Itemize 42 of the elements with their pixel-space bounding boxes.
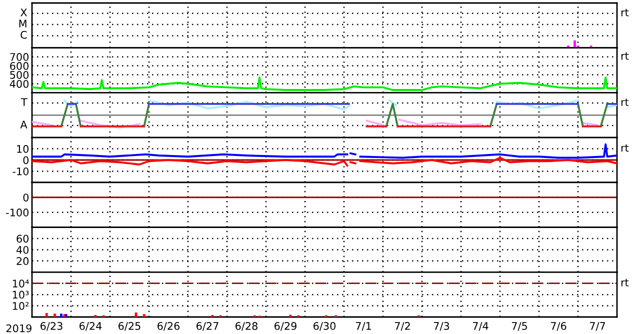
x-tick-label: 6/30 (314, 322, 336, 331)
x-tick-label: 6/26 (158, 322, 180, 331)
x-tick-label: 6/23 (40, 322, 62, 331)
x-tick-label: 6/27 (196, 322, 218, 331)
y-tick-label: 400 (10, 80, 29, 88)
text: 2019 (6, 324, 32, 332)
y-tick-label: 40 (16, 246, 29, 254)
x-tick-label: 7/7 (590, 322, 605, 331)
y-tick-label: 500 (10, 71, 29, 79)
y-tick-label: 20 (16, 257, 29, 266)
text: A (20, 120, 28, 128)
y-tick-label: -100 (6, 208, 29, 216)
text: rt (621, 144, 629, 152)
text: T (20, 98, 28, 106)
text: rt (621, 98, 629, 106)
x-tick-label: 7/6 (550, 322, 566, 331)
x-tick-label: 6/29 (274, 322, 296, 331)
x-tick-label: 7/5 (512, 322, 527, 331)
text: X (20, 8, 27, 16)
y-tick-label: 10⁴ (12, 280, 29, 288)
y-tick-label: 10 (17, 145, 29, 153)
x-tick-label: 7/2 (394, 322, 410, 331)
y-tick-label: 10² (12, 302, 29, 310)
x-tick-label: 7/1 (356, 322, 371, 331)
text: rt (621, 8, 629, 16)
x-tick-label: 7/4 (472, 322, 488, 331)
y-tick-label: 600 (10, 62, 29, 70)
y-tick-label: 60 (16, 234, 29, 243)
x-tick-label: 6/28 (236, 322, 258, 331)
text: C (20, 30, 27, 39)
x-tick-label: 6/25 (118, 322, 140, 331)
text: rt (621, 52, 629, 60)
y-tick-label: 700 (10, 53, 29, 61)
y-tick-label: -10 (12, 167, 29, 176)
y-tick-label: 10³ (12, 290, 29, 299)
line-series (32, 76, 617, 91)
text: M (19, 20, 26, 28)
y-tick-label: 0 (23, 156, 29, 164)
y-tick-label: 0 (23, 194, 29, 202)
x-tick-label: 6/24 (80, 322, 102, 331)
x-tick-label: 7/3 (434, 322, 450, 331)
text: rt (621, 278, 629, 286)
